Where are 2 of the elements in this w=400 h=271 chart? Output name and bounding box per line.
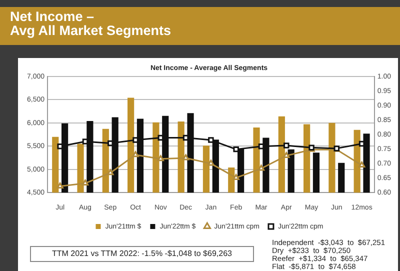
text: TTM 2021 vs TTM 2022: -1.5% -$1,048 to $69,263 xyxy=(30,246,254,262)
chart-title: Net Income – Avg All Market Segments xyxy=(0,7,400,45)
